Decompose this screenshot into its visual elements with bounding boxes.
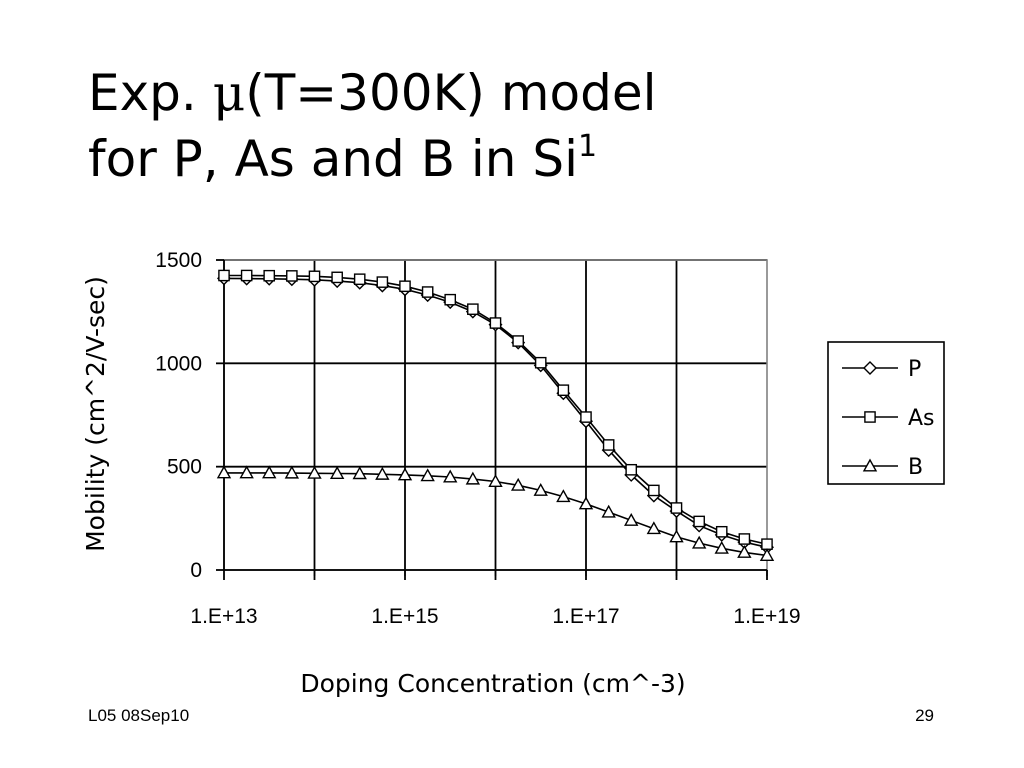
x-tick-label: 1.E+19 <box>733 605 800 628</box>
data-point-b <box>714 540 729 554</box>
title-line-2: for P, As and B in Si1 <box>88 126 948 192</box>
data-point-as <box>444 293 457 306</box>
data-point-b <box>239 465 254 479</box>
data-point-as <box>715 525 728 538</box>
data-point-b <box>533 482 548 496</box>
data-point-as <box>353 273 366 286</box>
data-point-as <box>534 356 547 369</box>
data-point-b <box>465 471 481 485</box>
data-point-as <box>218 269 230 282</box>
title-superscript: 1 <box>578 129 598 164</box>
data-point-b <box>397 467 413 481</box>
data-point-as <box>376 276 389 288</box>
data-point-b <box>329 466 345 479</box>
legend-label: P <box>908 357 921 382</box>
legend-label: B <box>908 455 923 480</box>
legend: P As B <box>827 341 945 485</box>
data-point-as <box>512 335 524 347</box>
data-point-as <box>308 270 321 283</box>
data-point-as <box>761 538 773 550</box>
data-point-as <box>421 286 434 298</box>
plot-area: 1.E+13 1.E+15 1.E+17 1.E+19 1500 1000 500 0 Dopi… <box>81 249 801 698</box>
legend-item-as: As <box>842 406 935 431</box>
series-as <box>218 269 773 550</box>
slide-title: Exp. μ(T=300K) model for P, As and B in … <box>88 60 948 192</box>
data-point-b <box>216 465 232 479</box>
data-point-b <box>601 504 616 518</box>
title-suffix: (T=300K) model <box>245 64 657 122</box>
legend-box <box>827 341 945 485</box>
data-point-as <box>286 270 298 282</box>
data-point-b <box>307 465 322 479</box>
data-point-b <box>556 489 571 503</box>
x-tick-label: 1.E+15 <box>371 605 438 628</box>
data-point-as <box>580 411 592 423</box>
data-point-as <box>648 484 660 497</box>
data-point-as <box>489 317 502 329</box>
y-tick-label: 1000 <box>155 352 202 375</box>
data-point-b <box>352 466 367 480</box>
data-point-b <box>737 544 752 558</box>
footer-course-date: L05 08Sep10 <box>88 706 190 725</box>
legend-item-b: B <box>842 455 923 480</box>
data-point-as <box>399 280 411 293</box>
y-tick-label: 1500 <box>155 249 202 272</box>
legend-marker-b <box>862 458 878 472</box>
data-point-b <box>420 468 435 482</box>
data-point-b <box>646 521 662 535</box>
y-axis-title: Mobility (cm^2/V-sec) <box>81 276 110 552</box>
data-point-b <box>488 474 503 488</box>
data-point-b <box>691 535 707 549</box>
data-point-b <box>443 469 458 483</box>
data-point-as <box>693 515 705 528</box>
data-point-as <box>331 271 343 284</box>
x-tick-label: 1.E+13 <box>190 605 257 628</box>
data-point-b <box>510 477 526 491</box>
page-number: 29 <box>915 706 934 725</box>
data-point-b <box>624 512 639 526</box>
title-line-1: Exp. μ(T=300K) model <box>88 60 948 126</box>
data-point-as <box>602 439 615 451</box>
y-tick-label: 0 <box>190 559 202 582</box>
data-point-as <box>467 303 479 315</box>
data-point-b <box>759 548 775 562</box>
data-point-b <box>578 496 594 510</box>
y-tick-label: 500 <box>167 456 202 479</box>
legend-label: As <box>908 406 935 431</box>
data-point-b <box>284 465 300 479</box>
legend-item-p: P <box>842 357 921 382</box>
data-point-as <box>738 533 751 545</box>
data-point-as <box>670 502 683 514</box>
title-prefix: Exp. <box>88 64 213 122</box>
data-point-b <box>375 466 390 480</box>
data-point-as <box>240 269 253 282</box>
title-line-2-text: for P, As and B in Si <box>88 130 578 188</box>
data-point-as <box>263 269 276 282</box>
x-tick-label: 1.E+17 <box>552 605 619 628</box>
legend-marker-as <box>864 411 876 423</box>
series-b <box>216 465 775 562</box>
data-point-b <box>669 529 684 543</box>
legend-marker-p <box>863 361 877 375</box>
mu-symbol: μ <box>212 64 246 122</box>
x-axis-title: Doping Concentration (cm^-3) <box>300 669 685 698</box>
data-point-as <box>557 384 570 397</box>
data-point-b <box>262 465 277 479</box>
data-point-as <box>625 463 638 476</box>
